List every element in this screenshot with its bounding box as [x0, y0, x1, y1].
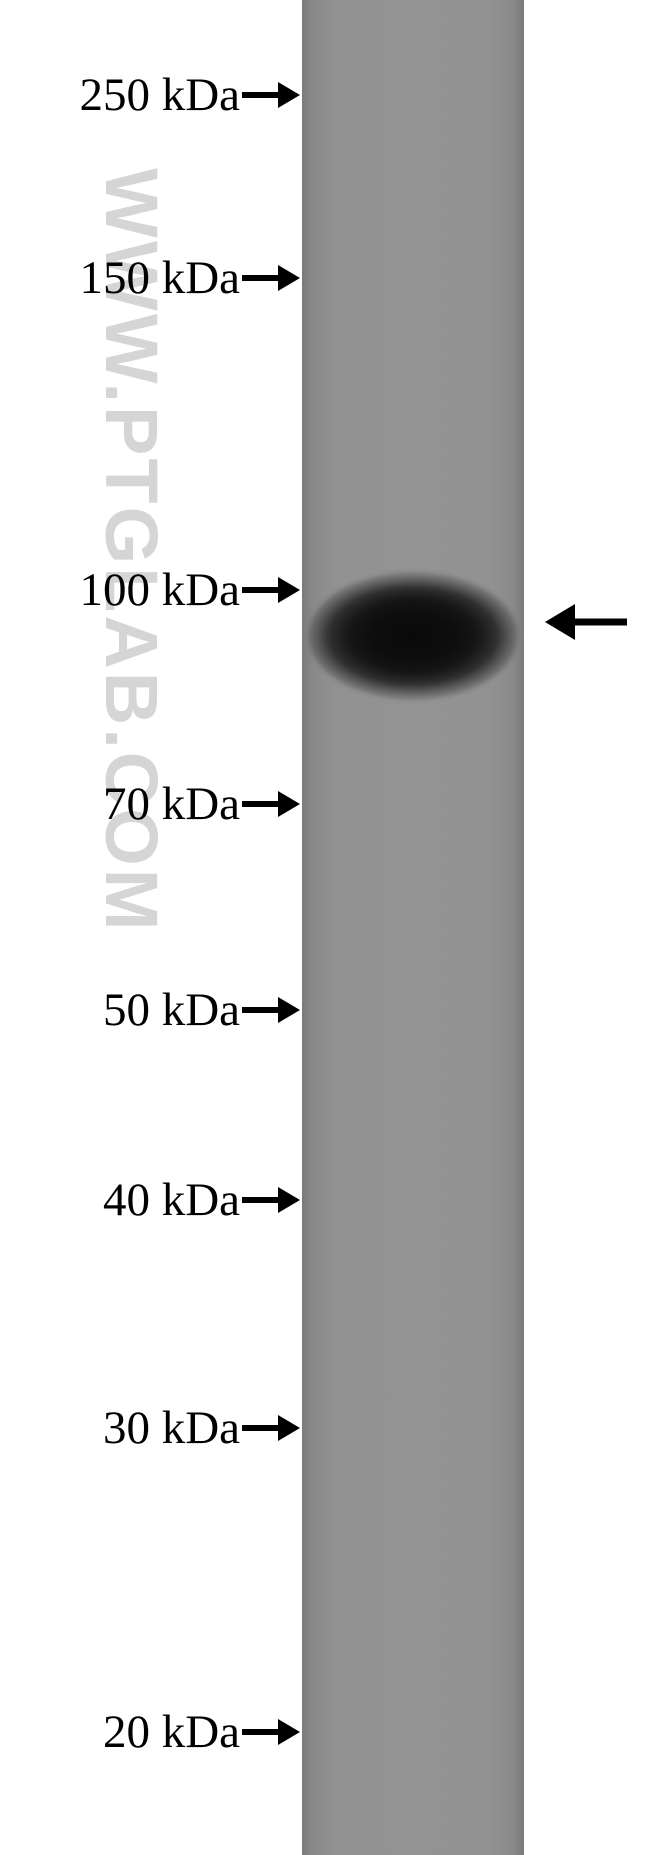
band-indicator-arrow-icon [545, 601, 627, 643]
marker-arrow-icon [242, 1717, 300, 1747]
marker-arrow-icon [242, 995, 300, 1025]
blot-lane [302, 0, 524, 1855]
blot-container: WWW.PTGLAB.COM 250 kDa150 kDa100 kDa70 k… [0, 0, 650, 1855]
protein-band [308, 572, 518, 700]
marker-label-row: 40 kDa [18, 1172, 300, 1228]
marker-weight-text: 20 kDa [103, 1705, 240, 1759]
marker-arrow-icon [242, 1413, 300, 1443]
marker-weight-text: 250 kDa [79, 68, 240, 122]
marker-label-row: 50 kDa [18, 982, 300, 1038]
marker-weight-text: 70 kDa [103, 777, 240, 831]
marker-arrow-icon [242, 80, 300, 110]
marker-arrow-icon [242, 789, 300, 819]
marker-label-row: 20 kDa [18, 1704, 300, 1760]
marker-arrow-icon [242, 263, 300, 293]
marker-weight-text: 30 kDa [103, 1401, 240, 1455]
marker-label-row: 150 kDa [18, 250, 300, 306]
marker-label-row: 30 kDa [18, 1400, 300, 1456]
lane-texture [302, 0, 524, 1855]
marker-weight-text: 100 kDa [79, 563, 240, 617]
marker-label-row: 70 kDa [18, 776, 300, 832]
marker-weight-text: 50 kDa [103, 983, 240, 1037]
marker-label-row: 100 kDa [18, 562, 300, 618]
marker-arrow-icon [242, 575, 300, 605]
marker-label-row: 250 kDa [18, 67, 300, 123]
marker-weight-text: 40 kDa [103, 1173, 240, 1227]
marker-arrow-icon [242, 1185, 300, 1215]
marker-weight-text: 150 kDa [79, 251, 240, 305]
